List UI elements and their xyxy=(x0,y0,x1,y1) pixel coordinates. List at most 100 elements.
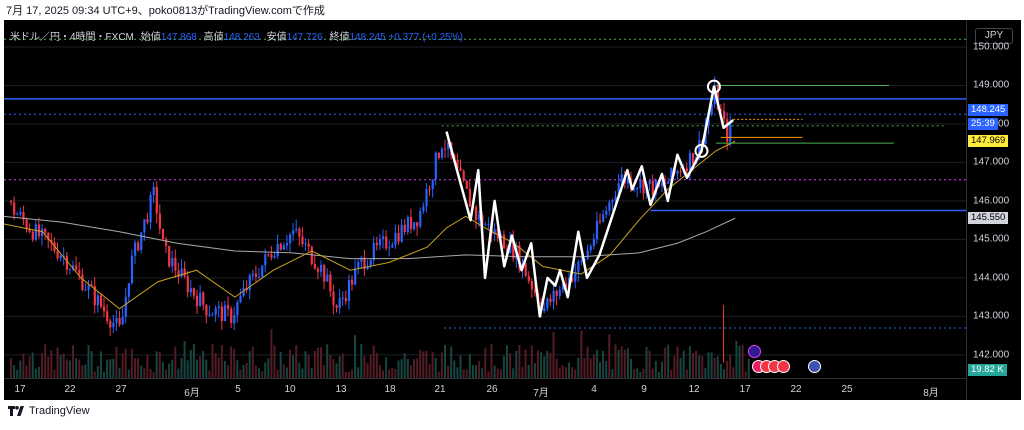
lightning-icon[interactable] xyxy=(748,345,761,358)
candle-body xyxy=(168,245,171,267)
candlestick-chart[interactable] xyxy=(4,20,966,378)
volume-bar xyxy=(586,346,589,378)
volume-bar xyxy=(583,357,586,378)
legend-high-label: 高値 xyxy=(203,32,224,43)
candle-body xyxy=(31,231,34,240)
volume-bar xyxy=(124,348,127,378)
volume-bar xyxy=(332,359,335,378)
candle-body xyxy=(233,315,236,324)
us-flag-event-icon[interactable] xyxy=(808,360,821,373)
candle-body xyxy=(161,228,165,240)
candle-body xyxy=(158,213,161,229)
time-tick-label: 17 xyxy=(14,384,26,395)
volume-bar xyxy=(19,360,22,378)
candle-body xyxy=(626,178,630,184)
candle-body xyxy=(223,305,227,322)
candle-body xyxy=(310,246,313,265)
volume-bar xyxy=(307,354,310,378)
tradingview-icon xyxy=(8,406,24,416)
legend-symbol: 米ドル／円・4時間・FXCM xyxy=(10,32,134,43)
candle-body xyxy=(496,229,499,239)
candle-body xyxy=(341,297,344,299)
candle-body xyxy=(366,266,369,270)
candle-body xyxy=(230,308,233,324)
candle-body xyxy=(56,251,59,259)
volume-bar xyxy=(199,356,202,378)
price-tick-label: 146.000 xyxy=(973,195,1010,207)
candle-body xyxy=(378,239,382,246)
volume-bar xyxy=(580,330,583,378)
volume-bar xyxy=(623,349,626,378)
volume-bar xyxy=(375,352,378,378)
volume-bar xyxy=(103,371,105,378)
candle-body xyxy=(211,314,214,316)
volume-bar xyxy=(143,368,146,378)
volume-bar xyxy=(149,368,152,378)
candle-body xyxy=(487,223,490,225)
time-tick-label: 9 xyxy=(641,384,647,395)
volume-bar xyxy=(626,348,629,378)
candle-body xyxy=(698,140,701,158)
volume-bar xyxy=(735,340,738,378)
candle-body xyxy=(518,245,521,270)
volume-bar xyxy=(171,359,174,378)
volume-bar xyxy=(642,368,645,378)
volume-bar xyxy=(537,350,539,378)
candle-body xyxy=(719,109,723,112)
currency-button[interactable]: JPY xyxy=(975,28,1013,44)
time-axis[interactable]: 17 22 27 6月 5 10 13 18 21 26 7月 4 9 12 17 22 25 8月 xyxy=(4,378,966,401)
economic-event-icon[interactable] xyxy=(777,360,790,373)
candle-body xyxy=(363,257,366,270)
candle-body xyxy=(177,270,180,277)
candle-body xyxy=(670,167,673,182)
plot-area[interactable]: 米ドル／円・4時間・FXCM 始値147.868 高値148.263 安値147… xyxy=(4,20,966,378)
volume-bar xyxy=(614,344,617,378)
volume-bar xyxy=(394,368,397,378)
time-tick-label: 25 xyxy=(841,384,853,395)
candle-body xyxy=(651,180,654,195)
candle-body xyxy=(192,288,196,296)
candle-body xyxy=(205,304,208,316)
volume-bar xyxy=(220,345,223,378)
candle-body xyxy=(44,228,47,233)
candle-body xyxy=(710,104,713,115)
volume-bar xyxy=(651,368,654,378)
volume-bar xyxy=(713,357,716,378)
volume-bar xyxy=(673,355,676,378)
support-level-badge: 145.550 xyxy=(968,212,1009,225)
legend-change-value: +0.377 (+0.25%) xyxy=(388,32,463,43)
candle-body xyxy=(571,277,574,282)
candle-body xyxy=(84,289,87,291)
candle-body xyxy=(13,202,16,215)
volume-bar xyxy=(335,363,338,378)
price-tick-label: 147.000 xyxy=(973,156,1010,168)
volume-bar xyxy=(493,365,496,378)
volume-bar xyxy=(490,344,493,378)
volume-bar xyxy=(37,366,40,378)
swing-high-marker xyxy=(706,79,721,94)
footer-brand: TradingView xyxy=(29,405,90,417)
chart-frame[interactable]: 米ドル／円・4時間・FXCM 始値147.868 高値148.263 安値147… xyxy=(4,20,1021,401)
candle-body xyxy=(183,268,186,277)
candle-body xyxy=(199,292,202,307)
price-axis[interactable]: JPY 150.000149.000148.000147.000146.0001… xyxy=(966,20,1021,400)
volume-bar xyxy=(93,371,96,378)
candle-body xyxy=(475,206,478,220)
time-tick-label: 6月 xyxy=(184,388,200,399)
candle-body xyxy=(258,276,261,278)
volume-bar xyxy=(304,351,307,378)
candle-body xyxy=(478,214,481,220)
candle-body xyxy=(388,247,391,249)
volume-bar xyxy=(502,356,505,378)
chart-caption: 7月 17, 2025 09:34 UTC+9、poko0813がTrading… xyxy=(6,5,325,17)
volume-bar xyxy=(186,360,189,378)
volume-bar xyxy=(10,358,12,378)
candle-body xyxy=(667,181,670,184)
time-tick-label: 13 xyxy=(335,384,347,395)
volume-bar xyxy=(555,358,558,378)
volume-bar xyxy=(530,345,533,378)
candle-body xyxy=(28,228,31,232)
volume-bar xyxy=(239,369,242,378)
candle-body xyxy=(217,306,220,309)
volume-bar xyxy=(65,359,68,378)
